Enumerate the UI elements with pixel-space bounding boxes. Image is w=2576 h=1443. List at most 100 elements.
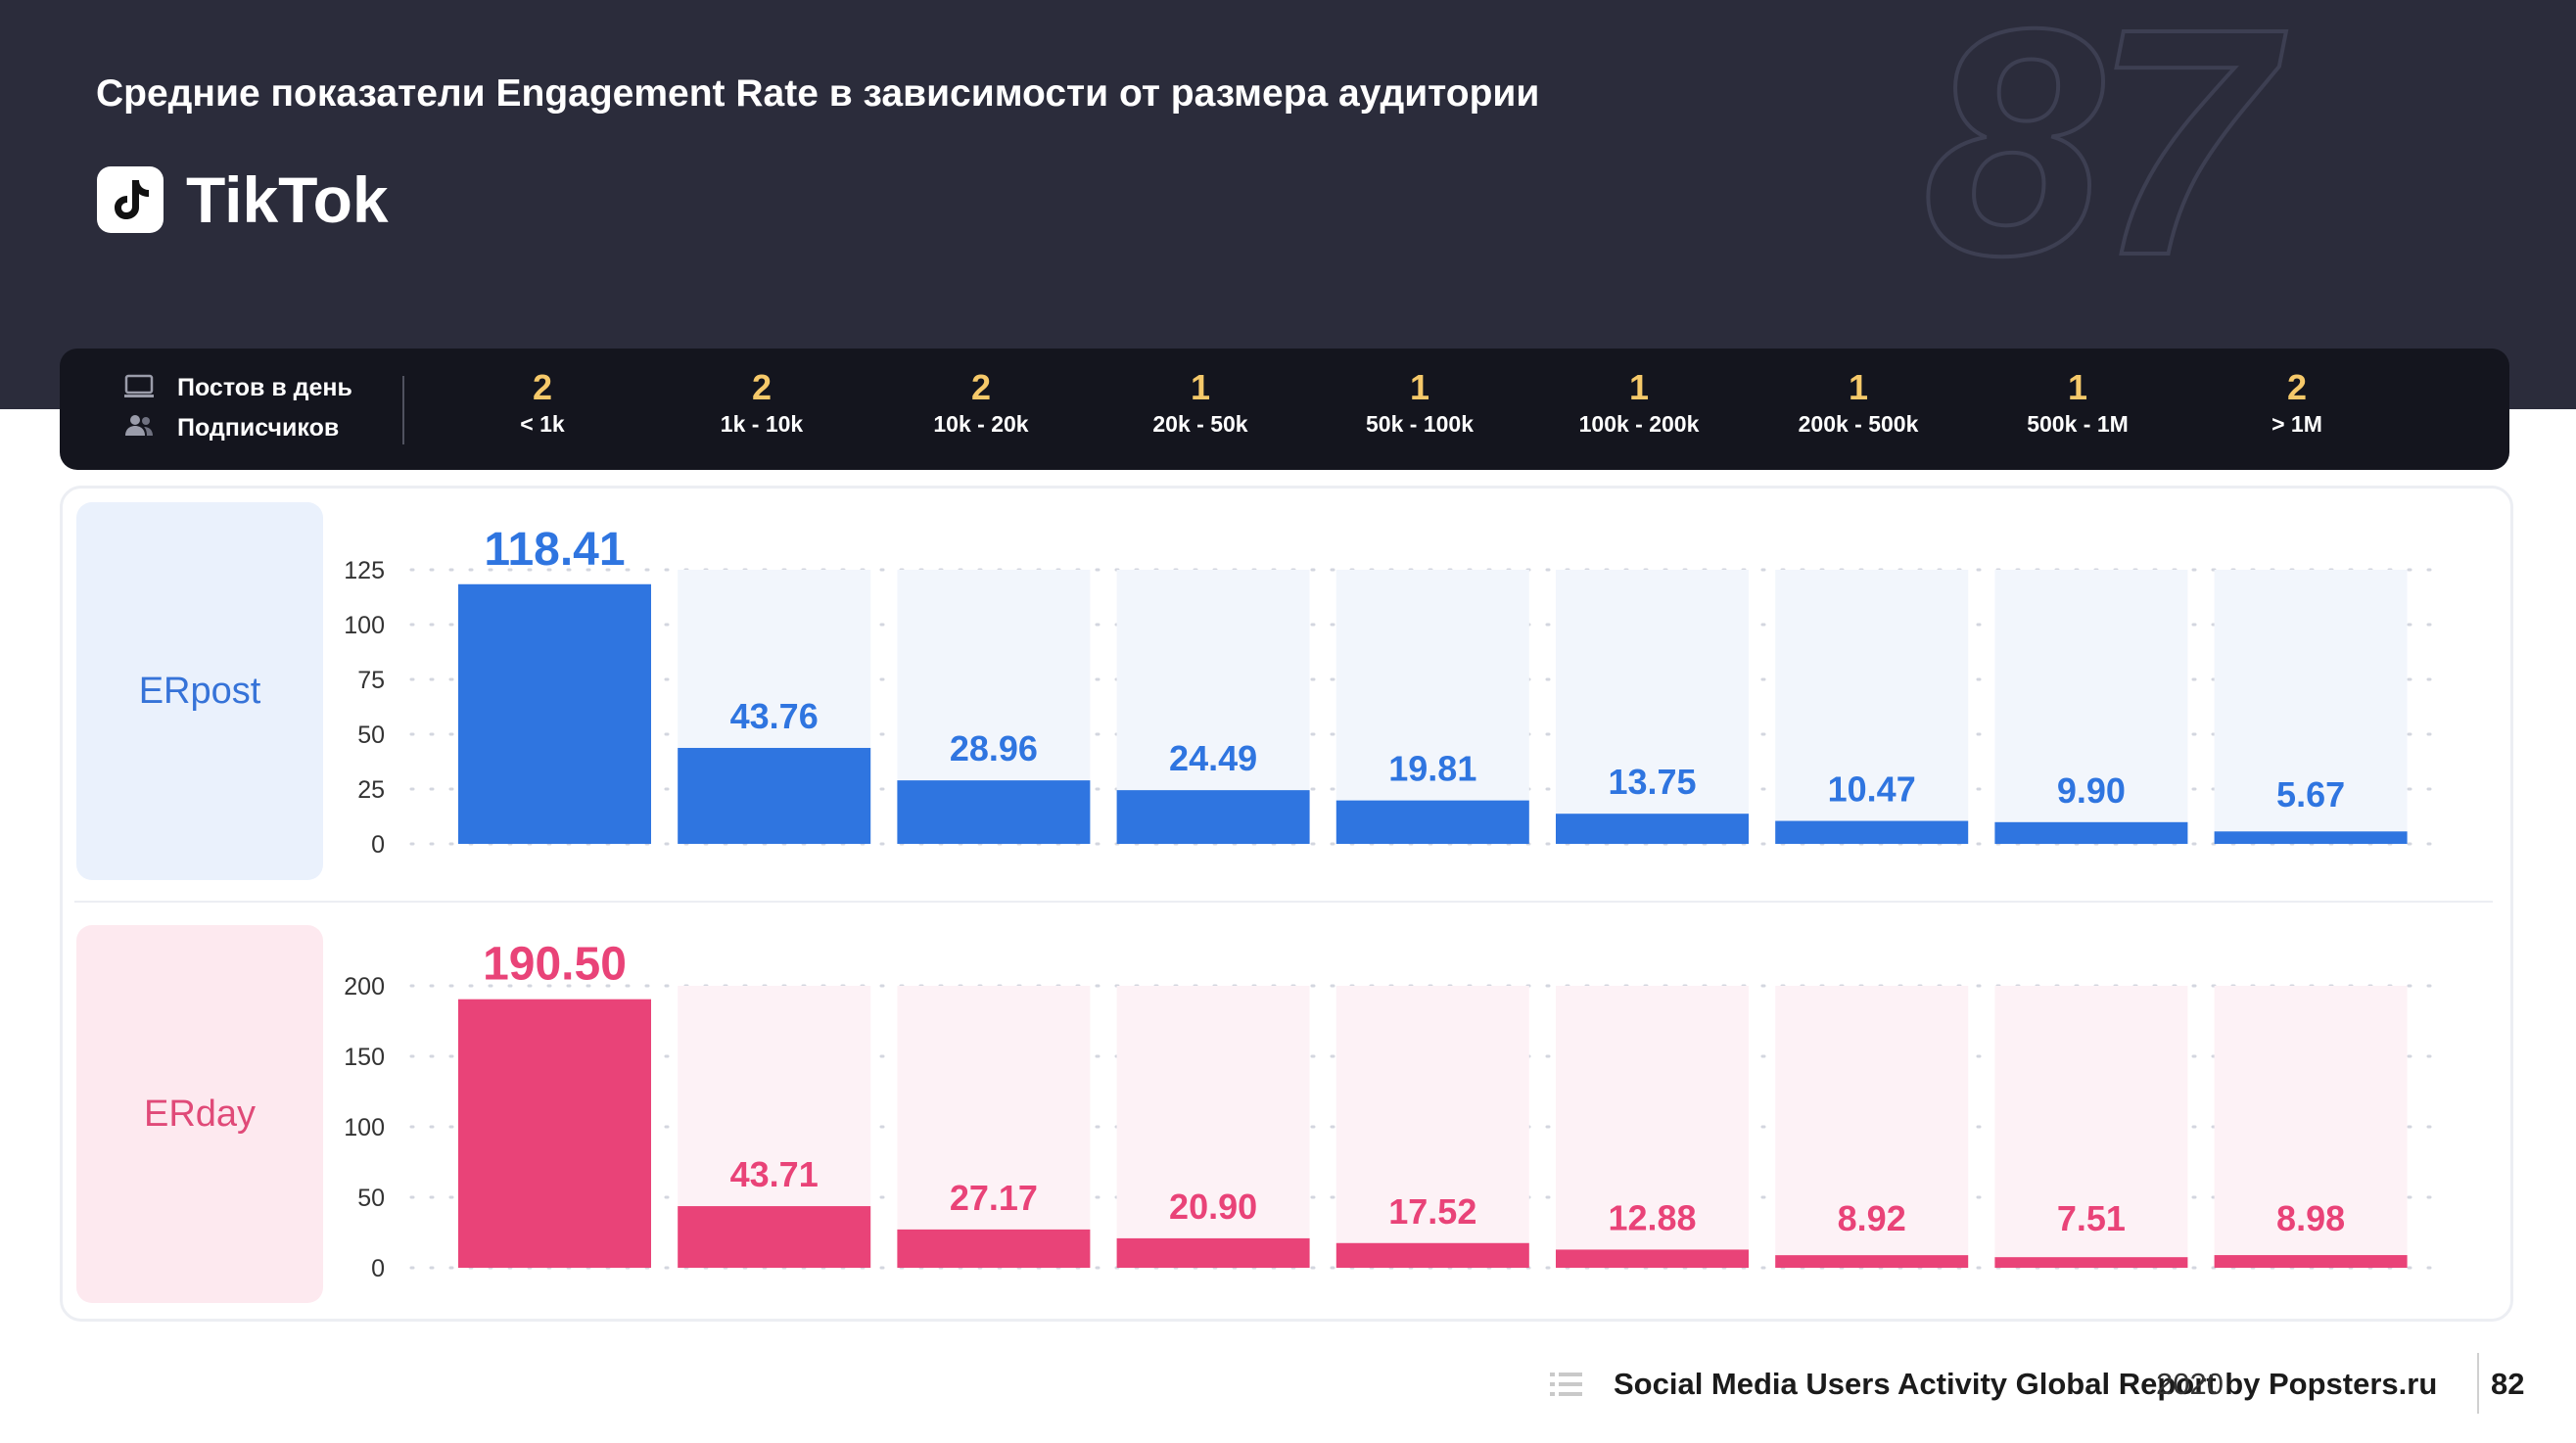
data-label: 190.50: [483, 939, 627, 991]
data-label: 27.17: [950, 1178, 1038, 1218]
bar: [458, 999, 651, 1268]
posts-per-day-value: 2: [2286, 367, 2308, 407]
posts-per-day-value: 1: [1848, 367, 1869, 407]
bar-background: [2214, 570, 2408, 844]
bar-background: [1994, 570, 2188, 844]
bar: [1994, 821, 2188, 844]
posts-per-day-value: 2: [970, 367, 992, 407]
data-label: 10.47: [1828, 769, 1916, 810]
y-tick-label: 150: [344, 1044, 385, 1071]
stat-column: 2 10k - 20k: [893, 366, 1069, 439]
data-label: 43.71: [730, 1154, 819, 1194]
subscriber-range: 100k - 200k: [1578, 411, 1700, 437]
bar: [897, 1229, 1091, 1268]
bar-background: [1775, 570, 1969, 844]
data-label: 13.75: [1608, 762, 1696, 802]
y-tick-label: 25: [357, 776, 385, 804]
bar: [678, 747, 871, 844]
bar: [458, 583, 651, 844]
stat-column: 1 20k - 50k: [1112, 366, 1288, 439]
bar: [1994, 1257, 2188, 1268]
panel-divider: [74, 901, 2493, 903]
bar: [2214, 1255, 2408, 1268]
bar: [1556, 1249, 1749, 1268]
subscriber-range: 200k - 500k: [1798, 411, 1919, 437]
data-label: 43.76: [730, 696, 819, 736]
data-label: 118.41: [484, 524, 625, 576]
y-tick-label: 100: [344, 612, 385, 639]
subscriber-range: > 1M: [2272, 411, 2322, 437]
stat-column: 2 > 1M: [2209, 366, 2385, 439]
erpost-label: ERpost: [76, 502, 323, 880]
footer-report-title: Social Media Users Activity Global Repor…: [1614, 1367, 2438, 1401]
platform-name: TikTok: [186, 163, 389, 236]
stat-column: 2 1k - 10k: [674, 366, 850, 439]
data-label: 17.52: [1388, 1191, 1476, 1232]
subscribers-label: Подписчиков: [177, 414, 340, 442]
stat-column: 1 200k - 500k: [1770, 366, 1946, 439]
bar-background: [897, 986, 1091, 1268]
y-tick-label: 0: [371, 831, 385, 859]
posts-per-day-label: Постов в день: [177, 374, 352, 401]
bar-background: [1775, 986, 1969, 1268]
data-label: 8.98: [2276, 1198, 2345, 1238]
data-label: 20.90: [1169, 1187, 1257, 1227]
stat-column: 1 100k - 200k: [1551, 366, 1727, 439]
bar: [1556, 814, 1749, 844]
y-tick-label: 75: [357, 667, 385, 694]
bar-background: [1335, 986, 1529, 1268]
y-tick-label: 0: [371, 1255, 385, 1282]
data-label: 12.88: [1608, 1197, 1696, 1237]
bar: [2214, 831, 2408, 844]
posts-per-day-value: 2: [751, 367, 773, 407]
section-watermark: 87: [1922, 0, 2275, 322]
page-title: Средние показатели Engagement Rate в зав…: [96, 72, 1540, 115]
data-label: 5.67: [2276, 774, 2345, 815]
stats-bar: Постов в день Подписчиков 2 < 1k 2 1k - 10…: [60, 349, 2509, 470]
header-banner: [0, 0, 2576, 409]
bar-background: [2214, 986, 2408, 1268]
bar-background: [1116, 986, 1310, 1268]
erday-label: ERday: [76, 925, 323, 1303]
bar-background: [1556, 570, 1749, 844]
y-tick-label: 125: [344, 557, 385, 584]
subscriber-range: 50k - 100k: [1366, 411, 1474, 437]
posts-per-day-value: 1: [1190, 367, 1211, 407]
data-label: 8.92: [1838, 1198, 1906, 1238]
posts-per-day-value: 2: [532, 367, 553, 407]
data-label: 19.81: [1388, 749, 1476, 789]
page-number: 82: [2491, 1367, 2525, 1401]
stat-column: 1 50k - 100k: [1332, 366, 1508, 439]
subscriber-range: 20k - 50k: [1152, 411, 1248, 437]
bar: [1335, 1242, 1529, 1268]
posts-per-day-value: 1: [1409, 367, 1430, 407]
data-label: 24.49: [1169, 738, 1257, 778]
bar: [1775, 820, 1969, 844]
bar: [678, 1206, 871, 1268]
bar: [1116, 1237, 1310, 1268]
subscriber-range: < 1k: [520, 411, 565, 437]
posts-per-day-value: 1: [1628, 367, 1650, 407]
y-tick-label: 50: [357, 722, 385, 749]
bar-background: [1994, 986, 2188, 1268]
tiktok-logo-icon: [97, 166, 164, 233]
bar-background: [1556, 986, 1749, 1268]
users-icon: [125, 415, 153, 436]
footer-year: 2020: [2156, 1367, 2224, 1401]
bar: [1116, 790, 1310, 844]
stats-divider: [402, 376, 404, 444]
list-icon: [1550, 1373, 1582, 1396]
subscriber-range: 500k - 1M: [2027, 411, 2129, 437]
data-label: 28.96: [950, 728, 1038, 768]
y-tick-label: 100: [344, 1114, 385, 1141]
bar: [1335, 800, 1529, 844]
y-tick-label: 50: [357, 1185, 385, 1212]
y-tick-label: 200: [344, 973, 385, 1001]
posts-per-day-value: 1: [2067, 367, 2088, 407]
subscriber-range: 10k - 20k: [933, 411, 1029, 437]
stat-column: 1 500k - 1M: [1990, 366, 2166, 439]
subscriber-range: 1k - 10k: [720, 411, 804, 437]
data-label: 7.51: [2057, 1198, 2126, 1238]
data-label: 9.90: [2057, 770, 2126, 811]
